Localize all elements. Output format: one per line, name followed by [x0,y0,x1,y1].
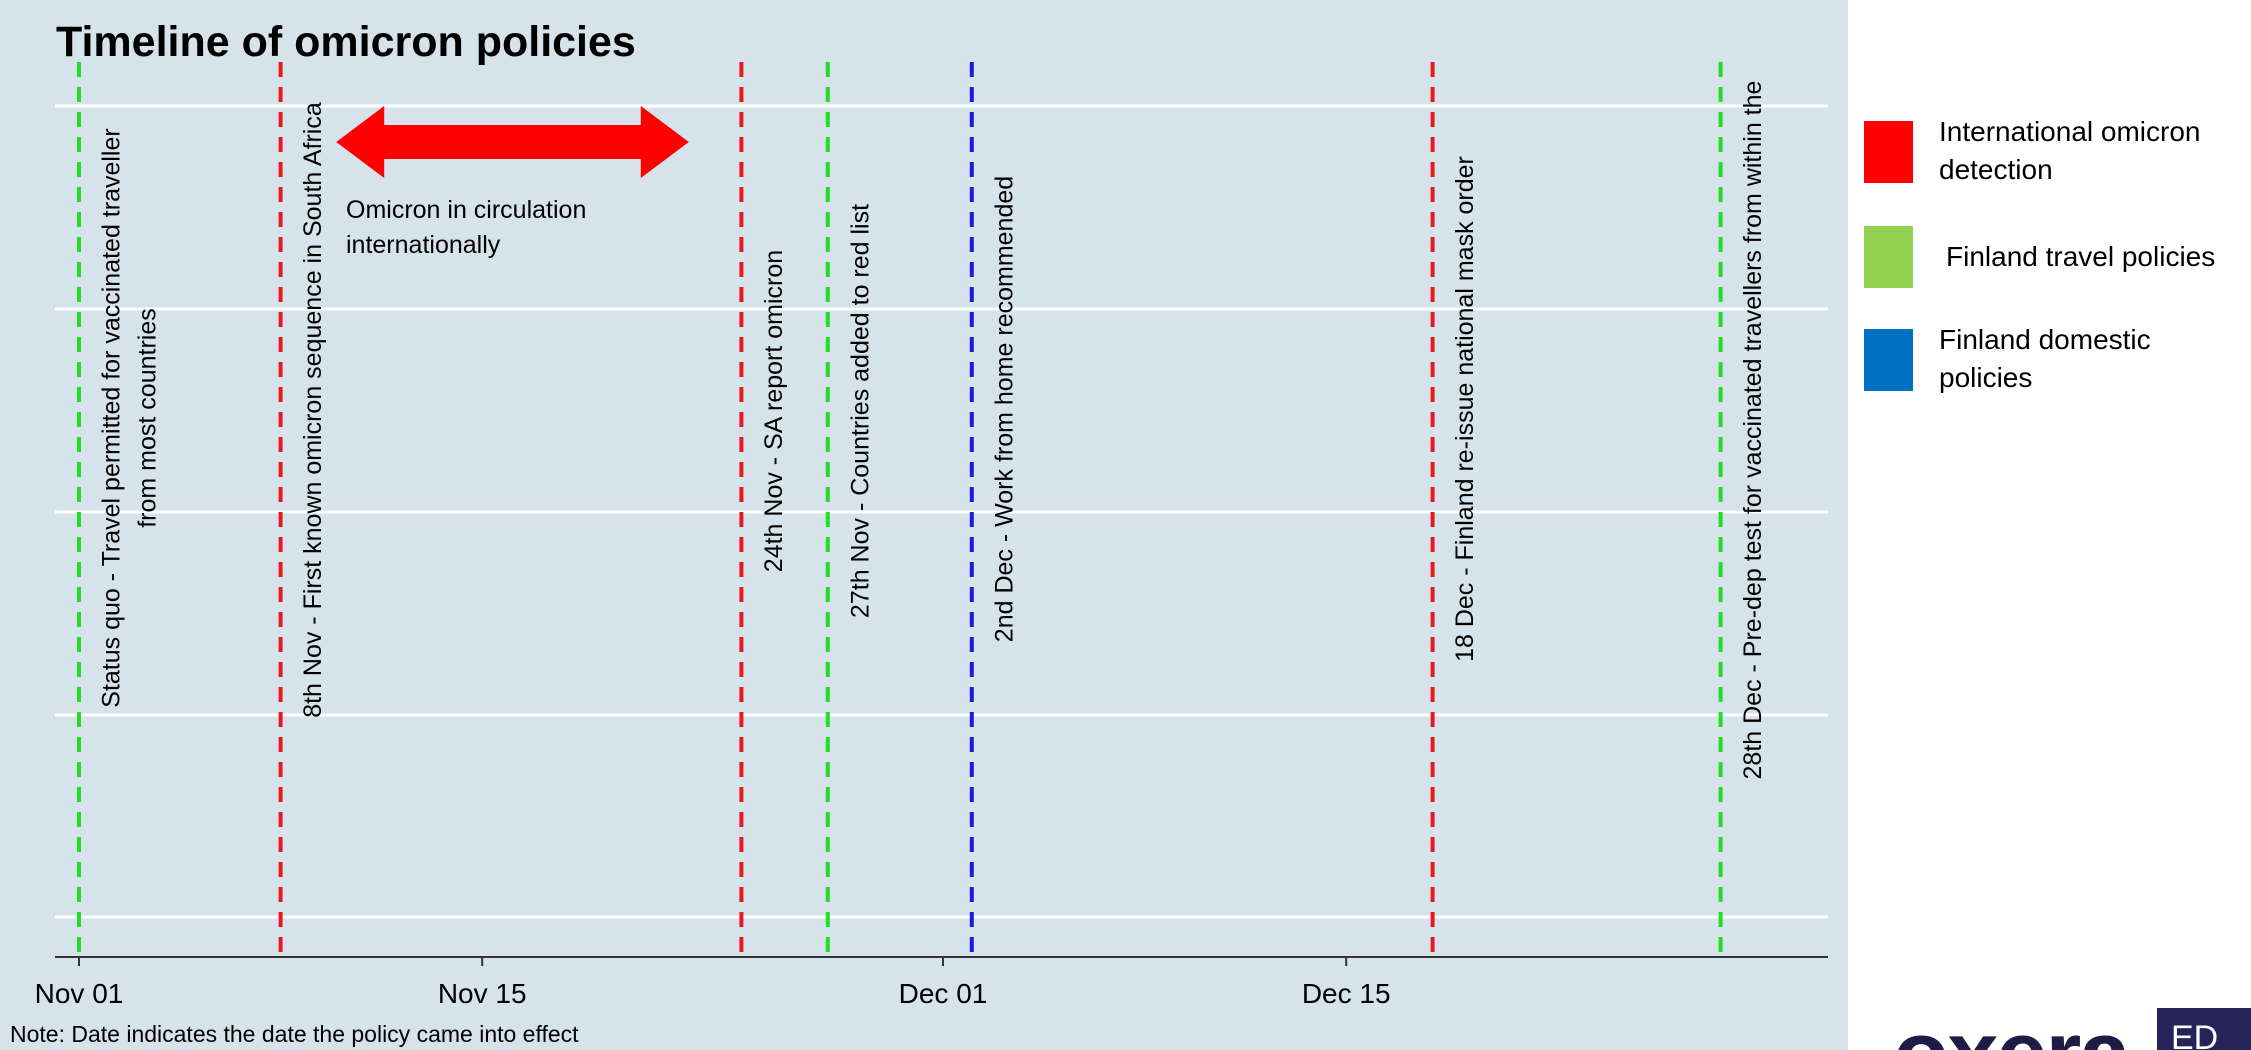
chart-panel: Timeline of omicron policies Nov 01 Nov 1… [0,0,1848,1050]
legend-swatch [1864,121,1913,183]
logo-box: ED [2157,1008,2251,1050]
company-logo: oxera ED [1885,1008,2251,1050]
circulation-arrow [336,106,689,178]
timeline-chart: Nov 01 Nov 15 Dec 01 Dec 15 Status quo - Tra… [35,62,1828,1009]
event-label: Status quo - Travel permitted for vaccin… [98,128,126,707]
event-label: 24th Nov - SA report omicron [760,250,788,572]
x-tick-label: Nov 01 [35,978,124,1009]
annotation-text: Omicron in circulation [346,196,586,224]
event-label: from most countries [134,308,162,528]
event-label: 18 Dec - Finland re-issue national mask … [1451,156,1479,662]
x-tick-label: Dec 15 [1302,978,1391,1009]
x-tick-label: Nov 15 [438,978,527,1009]
annotation-text: internationally [346,231,501,259]
footnote: Note: Date indicates the date the policy… [10,1021,579,1047]
chart-title: Timeline of omicron policies [56,18,636,66]
legend-label: Finland travel policies [1946,241,2216,272]
event-label: 28th Dec - Pre-dep test for vaccinated t… [1739,81,1767,780]
legend-label: Finland domestic policies [1939,324,2151,393]
legend-swatch [1864,329,1913,391]
legend-label: International omicron detection [1939,116,2201,185]
legend-swatch [1864,226,1913,288]
event-label: 8th Nov - First known omicron sequence i… [299,102,327,718]
x-tick-label: Dec 01 [899,978,988,1009]
event-label: 27th Nov - Countries added to red list [846,204,874,618]
event-label: 2nd Dec - Work from home recommended [990,176,1018,642]
logo-wordmark: oxera [1893,1008,2130,1050]
